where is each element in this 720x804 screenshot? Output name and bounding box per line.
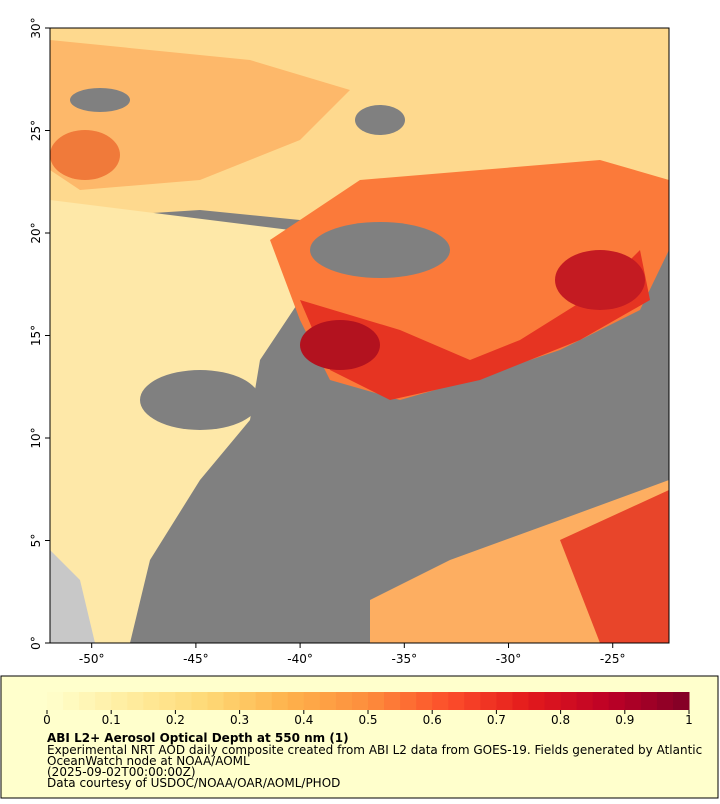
colorbar-step	[287, 692, 305, 710]
colorbar-step	[255, 692, 273, 710]
y-tick-label: 25°	[29, 120, 43, 141]
y-tick-label: 20°	[29, 222, 43, 243]
no-data	[140, 370, 260, 430]
colorbar-step	[63, 692, 80, 710]
colorbar-step	[416, 692, 433, 710]
note: Data courtesy of USDOC/NOAA/OAR/AOML/PHO…	[47, 776, 340, 790]
x-tick-label: -50°	[79, 652, 105, 666]
x-tick-label: -30°	[496, 652, 522, 666]
colorbar-step	[207, 692, 225, 710]
colorbar-step	[143, 692, 160, 710]
note: (2025-09-02T00:00:00Z)	[47, 765, 196, 779]
colorbar-step	[47, 692, 64, 710]
title: ABI L2+ Aerosol Optical Depth at 550 nm …	[47, 731, 349, 745]
colorbar-step	[592, 692, 610, 710]
aod-region	[300, 320, 380, 370]
colorbar-tick-label: 0.9	[615, 713, 634, 727]
colorbar-step	[512, 692, 529, 710]
colorbar-step	[560, 692, 578, 710]
colorbar-step	[576, 692, 594, 710]
aod-field	[50, 28, 669, 643]
colorbar-step	[223, 692, 241, 710]
colorbar-step	[111, 692, 128, 710]
y-tick-label: 5°	[29, 534, 43, 548]
colorbar-step	[656, 692, 674, 710]
x-tick-label: -45°	[183, 652, 209, 666]
colorbar-step	[432, 692, 449, 710]
colorbar-tick-label: 1	[685, 713, 693, 727]
colorbar-step	[351, 692, 369, 710]
colorbar-tick-label: 0.6	[423, 713, 442, 727]
colorbar-step	[79, 692, 96, 710]
colorbar-step	[448, 692, 465, 710]
note: OceanWatch node at NOAA/AOML	[47, 754, 250, 768]
colorbar-step	[191, 692, 208, 710]
colorbar-tick-label: 0.7	[487, 713, 506, 727]
colorbar-step	[400, 692, 417, 710]
no-data	[310, 222, 450, 278]
aod-region	[300, 250, 650, 400]
colorbar-step	[544, 692, 562, 710]
aod-region	[555, 250, 645, 310]
note: Experimental NRT AOD daily composite cre…	[47, 743, 702, 757]
colorbar-step	[95, 692, 112, 710]
x-tick-label: -40°	[287, 652, 313, 666]
aod-region	[50, 130, 120, 180]
colorbar-tick-label: 0.2	[166, 713, 185, 727]
aod-region	[560, 490, 669, 643]
colorbar-step	[528, 692, 546, 710]
colorbar-tick-label: 0.4	[294, 713, 313, 727]
colorbar-step	[624, 692, 642, 710]
colorbar-step	[640, 692, 658, 710]
colorbar-tick-label: 0.5	[358, 713, 377, 727]
y-tick-label: 0°	[29, 636, 43, 650]
colorbar-step	[496, 692, 513, 710]
no-data	[70, 88, 130, 112]
colorbar-step	[335, 692, 353, 710]
colorbar-step	[239, 692, 257, 710]
colorbar-tick-label: 0.8	[551, 713, 570, 727]
y-tick-label: 10°	[29, 427, 43, 448]
colorbar-tick-label: 0	[43, 713, 51, 727]
colorbar-step	[368, 692, 385, 710]
colorbar-step	[464, 692, 481, 710]
y-tick-label: 30°	[29, 17, 43, 38]
colorbar-step	[303, 692, 321, 710]
land	[50, 550, 95, 643]
colorbar-step	[319, 692, 337, 710]
colorbar-step	[271, 692, 289, 710]
colorbar-step	[127, 692, 144, 710]
colorbar-step	[608, 692, 626, 710]
colorbar-step	[159, 692, 176, 710]
colorbar-tick-label: 0.3	[230, 713, 249, 727]
colorbar-step	[384, 692, 401, 710]
no-data	[355, 105, 405, 135]
colorbar-step	[175, 692, 192, 710]
colorbar-step	[672, 692, 690, 710]
colorbar-step	[480, 692, 497, 710]
colorbar-tick-label: 0.1	[102, 713, 121, 727]
aod-region	[50, 40, 350, 190]
y-tick-label: 15°	[29, 325, 43, 346]
x-tick-label: -25°	[600, 652, 626, 666]
x-tick-label: -35°	[392, 652, 418, 666]
